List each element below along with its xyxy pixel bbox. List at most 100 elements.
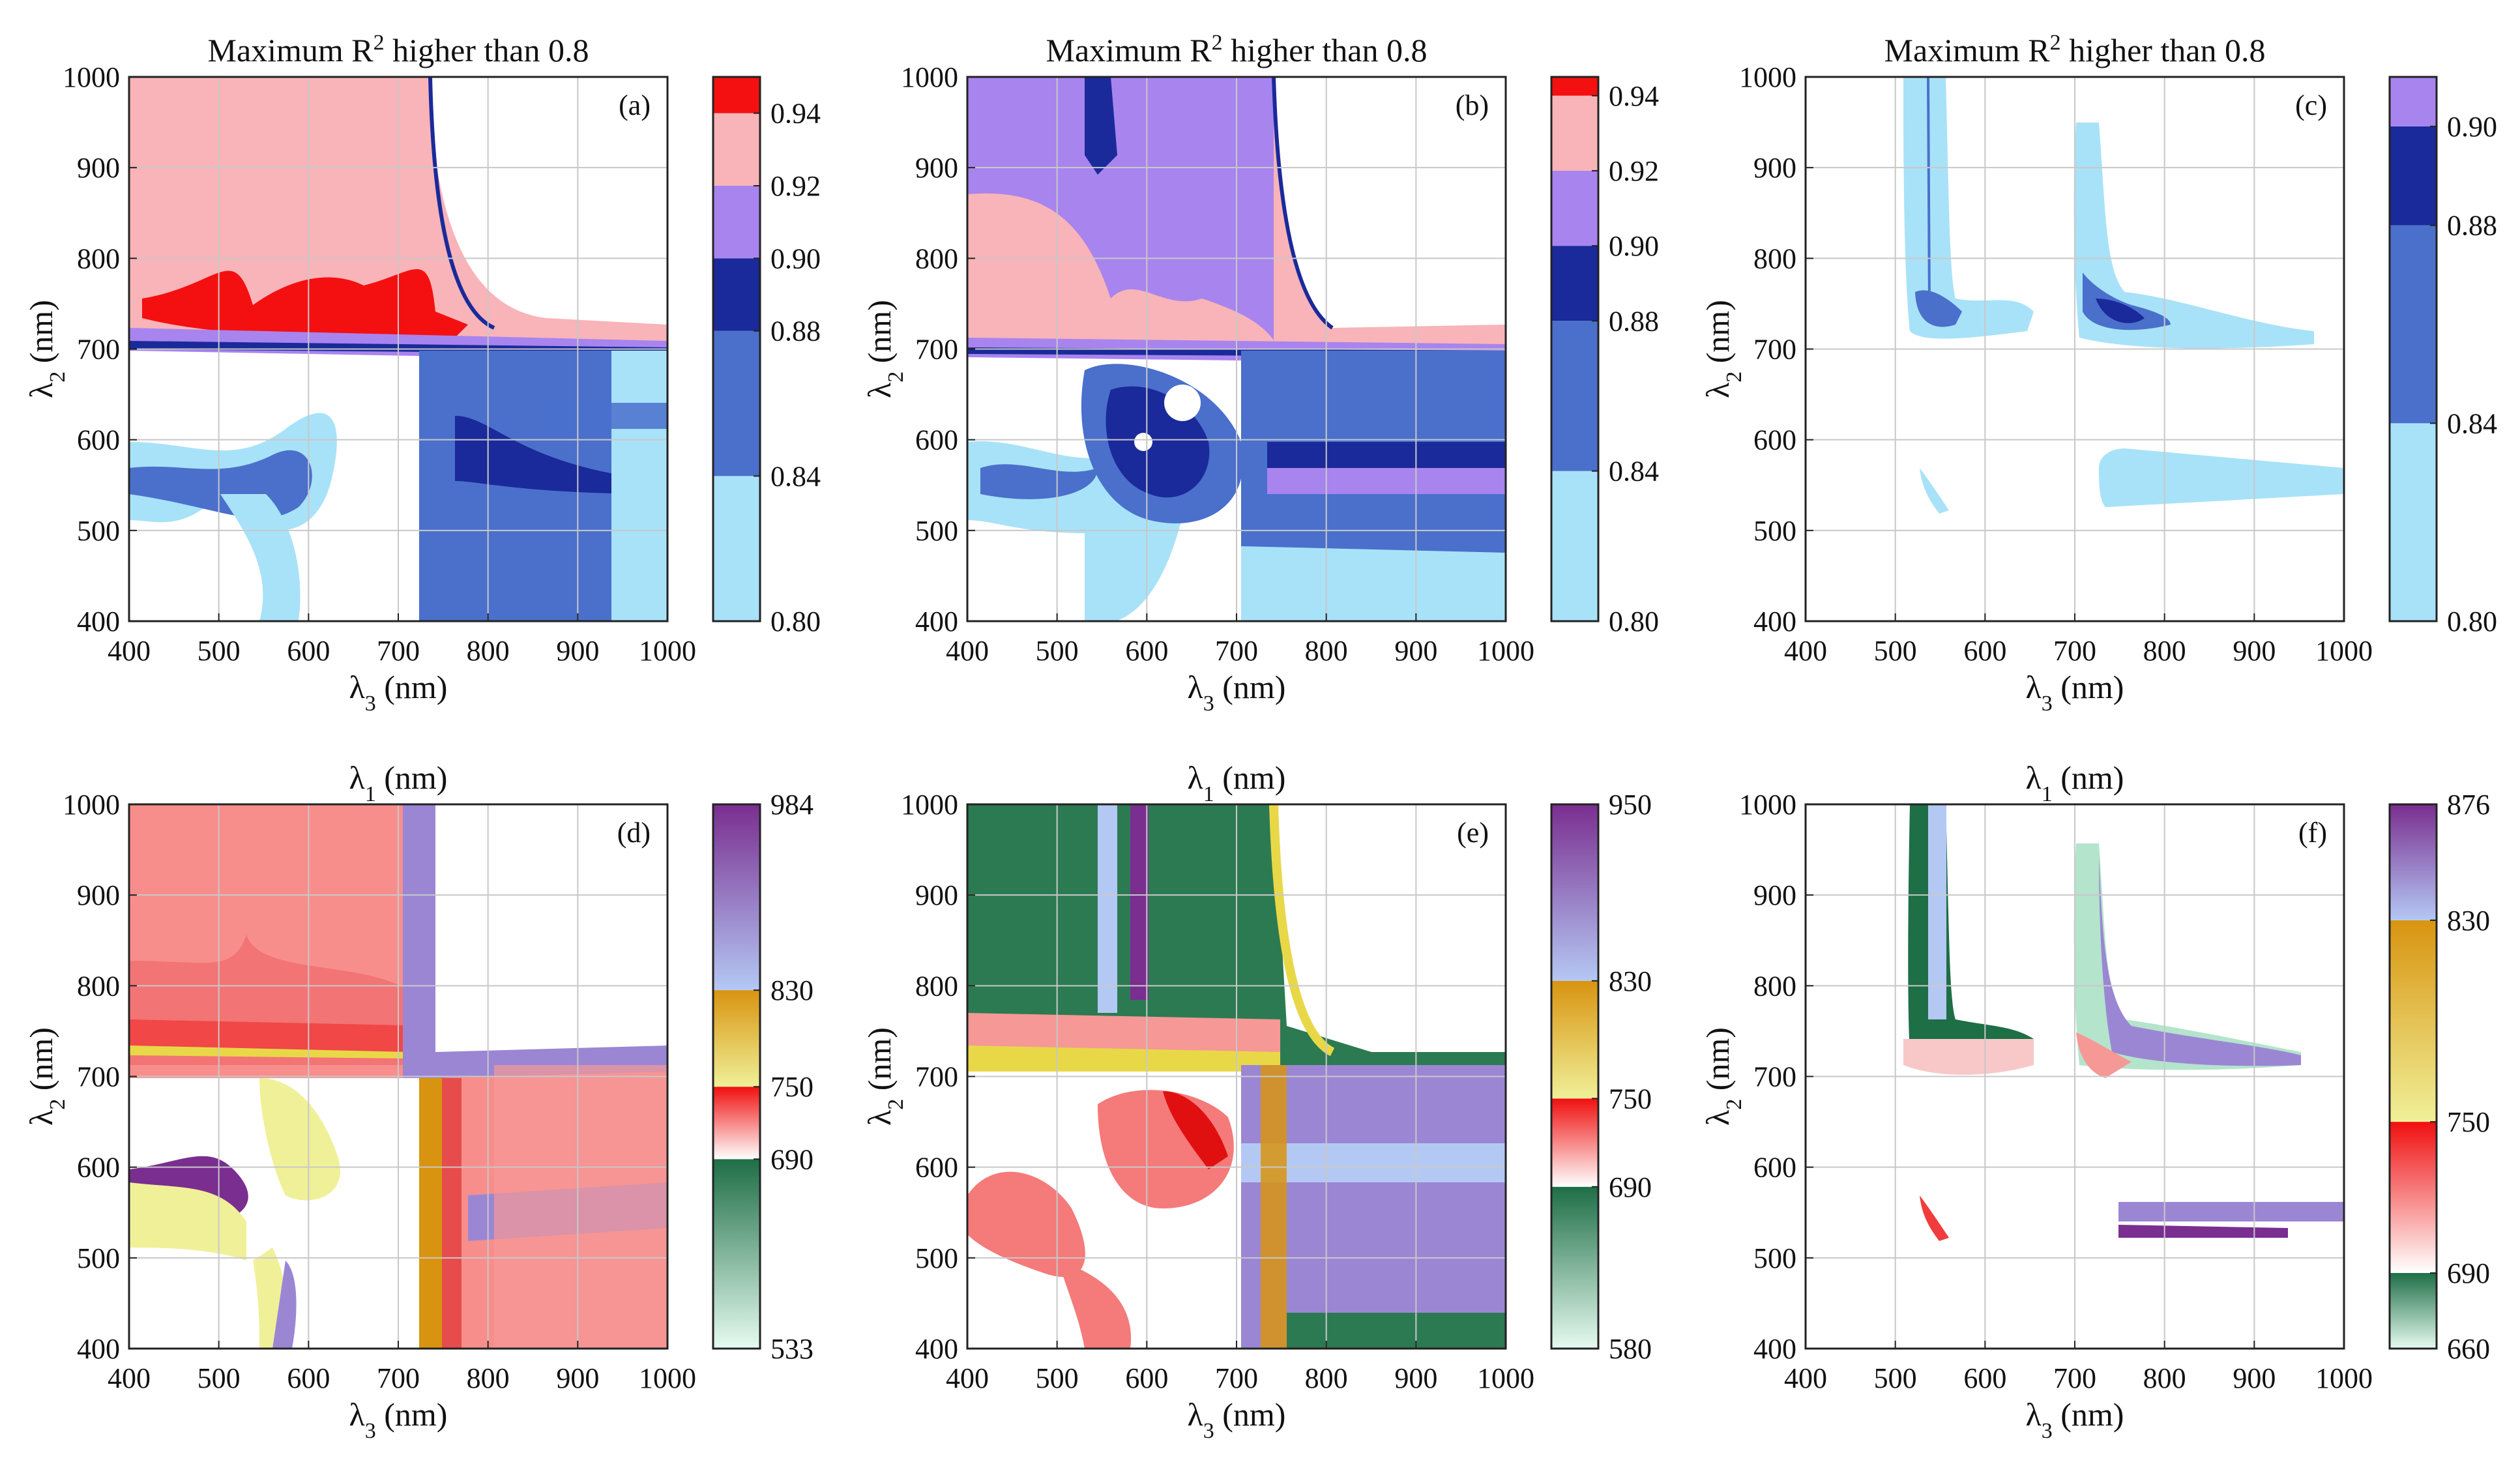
title-rest: (nm) xyxy=(1214,759,1286,796)
x-tick-label: 400 xyxy=(1784,1362,1827,1394)
x-axis-symbol: λ xyxy=(1188,669,1203,705)
y-tick-label: 700 xyxy=(77,334,120,366)
y-axis-label: λ2 (nm) xyxy=(1699,1027,1746,1126)
y-tick-label: 500 xyxy=(915,515,958,547)
x-tick-label: 500 xyxy=(1874,635,1917,667)
colorbar-b: 0.80 0.84 0.88 0.90 0.92 0.94 xyxy=(1550,76,1659,637)
x-axis-subscript: 3 xyxy=(1203,1419,1214,1443)
x-tick-label: 500 xyxy=(198,635,241,667)
colorbar-tick-label: 0.92 xyxy=(1609,155,1659,187)
title-rest: higher than 0.8 xyxy=(385,32,589,68)
y-tick-label: 800 xyxy=(915,970,958,1002)
panel-title: λ1 (nm) xyxy=(2026,759,2124,806)
y-axis-label: λ2 (nm) xyxy=(861,1027,908,1126)
title-subscript: 1 xyxy=(1203,782,1214,806)
x-tick-label: 800 xyxy=(467,1362,510,1394)
y-axis-label: λ2 (nm) xyxy=(861,300,908,398)
panel-title: λ1 (nm) xyxy=(349,759,448,806)
x-tick-label: 1000 xyxy=(639,635,696,667)
y-tick-label: 700 xyxy=(915,1061,958,1093)
x-tick-label: 600 xyxy=(1963,635,2006,667)
x-axis-label: λ3 (nm) xyxy=(349,1396,448,1443)
y-tick-label: 800 xyxy=(77,242,120,274)
panel-label: (e) xyxy=(1457,817,1489,849)
y-tick-label: 1000 xyxy=(63,789,120,821)
y-tick-label: 400 xyxy=(1753,606,1796,637)
x-axis-symbol: λ xyxy=(349,669,365,705)
colorbar-tick-label: 690 xyxy=(1609,1171,1652,1203)
title-subscript: 1 xyxy=(365,782,376,806)
y-axis-label: λ2 (nm) xyxy=(23,1027,70,1126)
colorbar-tick-label: 0.88 xyxy=(2447,210,2497,242)
x-axis-label: λ3 (nm) xyxy=(2026,1396,2124,1443)
colorbar-segment xyxy=(1551,471,1598,621)
colorbar-tick-label: 830 xyxy=(770,974,813,1006)
x-tick-label: 700 xyxy=(2053,635,2096,667)
y-tick-label: 600 xyxy=(77,424,120,456)
y-tick-label: 400 xyxy=(915,1333,958,1365)
x-axis-symbol: λ xyxy=(2026,1396,2042,1433)
y-tick-label: 600 xyxy=(1753,1152,1796,1184)
colorbar-c: 0.80 0.84 0.88 0.90 xyxy=(2388,76,2497,637)
x-axis-label: λ3 (nm) xyxy=(2026,669,2124,716)
colorbar-segment xyxy=(1551,95,1598,171)
x-tick-label: 1000 xyxy=(1477,1362,1534,1394)
y-axis-subscript: 2 xyxy=(46,1099,70,1110)
colorbar-segment xyxy=(713,990,760,1087)
colorbar-frame xyxy=(1550,803,1600,1350)
colorbar-tick-label: 830 xyxy=(2447,905,2490,937)
y-tick-label: 800 xyxy=(77,970,120,1002)
x-tick-label: 900 xyxy=(1394,1362,1437,1394)
y-tick-label: 1000 xyxy=(901,61,958,93)
y-tick-label: 400 xyxy=(77,1333,120,1365)
colorbar-tick-label: 580 xyxy=(1609,1333,1652,1365)
axes-a: 400 500 600 700 800 900 1000 400 500 600 700 800 900… xyxy=(23,31,821,716)
panel-label: (a) xyxy=(619,89,651,121)
y-axis-unit: (nm) xyxy=(23,1027,59,1099)
x-tick-label: 1000 xyxy=(1477,635,1534,667)
colorbar-segment xyxy=(1551,980,1598,1099)
y-tick-label: 1000 xyxy=(1739,61,1796,93)
colorbar-segment xyxy=(713,113,760,186)
x-axis-label: λ3 (nm) xyxy=(1188,669,1286,716)
y-axis-subscript: 2 xyxy=(1722,1099,1746,1110)
colorbar-segment xyxy=(1551,1098,1598,1187)
axes-overlays: 400 500 600 700 800 900 1000 400 500 600 700 800 900… xyxy=(23,31,2497,1443)
x-tick-label: 700 xyxy=(1215,1362,1258,1394)
x-axis-label: λ3 (nm) xyxy=(349,669,448,716)
x-tick-label: 900 xyxy=(2233,635,2276,667)
y-tick-label: 600 xyxy=(915,424,958,456)
colorbar-tick-label: 690 xyxy=(770,1143,813,1175)
colorbar-segment xyxy=(2390,423,2437,621)
x-axis-symbol: λ xyxy=(349,1396,365,1433)
panel-label: (b) xyxy=(1456,89,1489,121)
y-tick-label: 400 xyxy=(915,606,958,637)
colorbar-segment xyxy=(2390,77,2437,126)
y-axis-label: λ2 (nm) xyxy=(23,300,70,398)
colorbar-segment xyxy=(713,258,760,331)
y-tick-label: 1000 xyxy=(1739,789,1796,821)
colorbar-e: 580 690 750 830 950 xyxy=(1550,789,1652,1365)
x-tick-label: 600 xyxy=(1963,1362,2006,1394)
colorbar-tick-label: 750 xyxy=(1609,1083,1652,1115)
y-axis-subscript: 2 xyxy=(884,372,908,383)
panel-title: Maximum R2 higher than 0.8 xyxy=(207,31,589,69)
colorbar-tick-label: 750 xyxy=(770,1071,813,1103)
y-tick-label: 800 xyxy=(1753,970,1796,1002)
axes-frame xyxy=(966,76,1507,622)
colorbar-segment xyxy=(2390,804,2437,920)
colorbar-segment xyxy=(713,1159,760,1349)
x-tick-label: 600 xyxy=(1125,1362,1168,1394)
colorbar-tick-label: 950 xyxy=(1609,789,1652,821)
axes-frame xyxy=(966,803,1507,1350)
y-axis-symbol: λ xyxy=(23,1110,59,1126)
axes-e: 400 500 600 700 800 900 1000 400 500 600 700 800 900… xyxy=(861,759,1652,1443)
y-tick-label: 900 xyxy=(915,152,958,184)
x-tick-label: 500 xyxy=(198,1362,241,1394)
panel-label: (f) xyxy=(2298,817,2327,849)
axes-f: 400 500 600 700 800 900 1000 400 500 600 700 800 900… xyxy=(1699,759,2490,1443)
colorbar-tick-label: 0.84 xyxy=(2447,407,2497,439)
axes-c: 400 500 600 700 800 900 1000 400 500 600 700 800 900… xyxy=(1699,31,2497,716)
y-axis-label: λ2 (nm) xyxy=(1699,300,1746,398)
